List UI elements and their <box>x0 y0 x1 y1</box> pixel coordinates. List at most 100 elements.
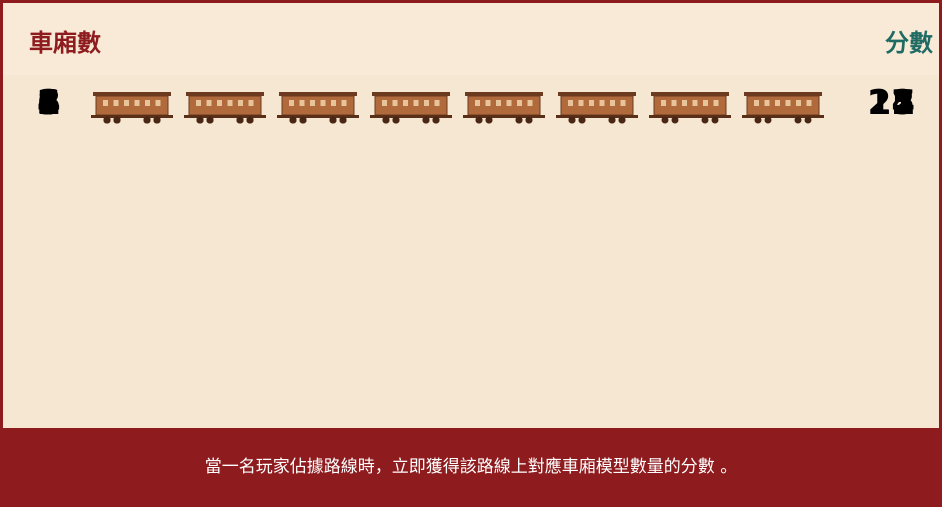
car-window <box>217 100 222 106</box>
car-wheel <box>754 116 762 124</box>
car-wheel <box>236 116 244 124</box>
car-window <box>238 100 243 106</box>
car-window <box>517 100 522 106</box>
count-label: 車廂數 <box>29 29 101 57</box>
car-wheel <box>289 116 297 124</box>
car-frame <box>556 115 638 118</box>
car-roof <box>372 92 450 96</box>
car-window <box>392 100 398 106</box>
train-car <box>184 92 266 124</box>
car-roof <box>558 92 636 96</box>
car-window <box>754 100 759 106</box>
car-wheel <box>661 116 669 124</box>
car-window <box>310 100 315 106</box>
train-car <box>370 92 452 124</box>
car-window <box>785 100 791 106</box>
train-car <box>91 92 173 124</box>
car-wheel <box>143 116 151 124</box>
car-wheel <box>525 116 533 124</box>
car-frame <box>184 115 266 118</box>
car-frame <box>370 115 452 118</box>
car-roof <box>279 92 357 96</box>
car-window <box>485 100 491 106</box>
car-wheel <box>432 116 440 124</box>
car-frame <box>91 115 173 118</box>
car-wheel <box>608 116 616 124</box>
car-wheel <box>113 116 121 124</box>
car-window <box>382 100 387 106</box>
car-window <box>589 100 594 106</box>
car-window <box>610 100 615 106</box>
car-window <box>620 100 626 106</box>
car-wheel <box>206 116 214 124</box>
train-car <box>277 92 359 124</box>
score-value: 7 <box>891 83 915 123</box>
footer-note: 當一名玩家佔據路線時，立即獲得該路線上對應車廂模型數量的分數 。 <box>0 428 942 507</box>
car-window <box>413 100 419 106</box>
car-wheel <box>711 116 719 124</box>
car-window <box>289 100 294 106</box>
car-roof <box>651 92 729 96</box>
car-window <box>527 100 533 106</box>
car-wheel <box>794 116 802 124</box>
car-wheel <box>515 116 523 124</box>
car-wheel <box>153 116 161 124</box>
score-label: 分數 <box>885 29 933 57</box>
car-count: 2 <box>37 83 61 123</box>
car-wheel <box>382 116 390 124</box>
car-window <box>692 100 698 106</box>
car-window <box>113 100 119 106</box>
car-window <box>403 100 408 106</box>
car-frame <box>742 115 824 118</box>
table-header: 車廂數 分數 <box>3 3 939 75</box>
score-value: 2 <box>891 83 915 123</box>
car-wheel <box>329 116 337 124</box>
car-window <box>568 100 573 106</box>
car-count: 1 <box>37 83 61 123</box>
car-roof <box>744 92 822 96</box>
car-wheel <box>578 116 586 124</box>
car-frame <box>649 115 731 118</box>
car-wheel <box>422 116 430 124</box>
car-window <box>475 100 480 106</box>
car-window <box>299 100 305 106</box>
car-wheel <box>103 116 111 124</box>
car-window <box>134 100 140 106</box>
train-car <box>463 92 545 124</box>
car-roof <box>186 92 264 96</box>
car-count: 3 <box>37 83 61 123</box>
car-wheel <box>764 116 772 124</box>
car-wheel <box>392 116 400 124</box>
car-window <box>671 100 677 106</box>
car-window <box>661 100 666 106</box>
car-window <box>341 100 347 106</box>
car-window <box>206 100 212 106</box>
car-window <box>713 100 719 106</box>
car-wheel <box>475 116 483 124</box>
car-wheel <box>701 116 709 124</box>
score-value: 21 <box>867 83 915 123</box>
car-window <box>764 100 770 106</box>
car-frame <box>463 115 545 118</box>
car-window <box>331 100 336 106</box>
score-value: 15 <box>867 83 915 123</box>
car-roof <box>465 92 543 96</box>
car-window <box>434 100 440 106</box>
car-wheel <box>339 116 347 124</box>
car-window <box>145 100 150 106</box>
car-wheel <box>299 116 307 124</box>
car-wheel <box>671 116 679 124</box>
car-wheel <box>804 116 812 124</box>
car-window <box>155 100 161 106</box>
car-count: 4 <box>37 83 61 123</box>
car-window <box>703 100 708 106</box>
car-window <box>775 100 780 106</box>
car-window <box>578 100 584 106</box>
car-count: 6 <box>37 83 61 123</box>
car-roof <box>93 92 171 96</box>
car-count: 8 <box>37 83 61 123</box>
car-window <box>320 100 326 106</box>
car-window <box>103 100 108 106</box>
score-value: 4 <box>891 83 915 123</box>
